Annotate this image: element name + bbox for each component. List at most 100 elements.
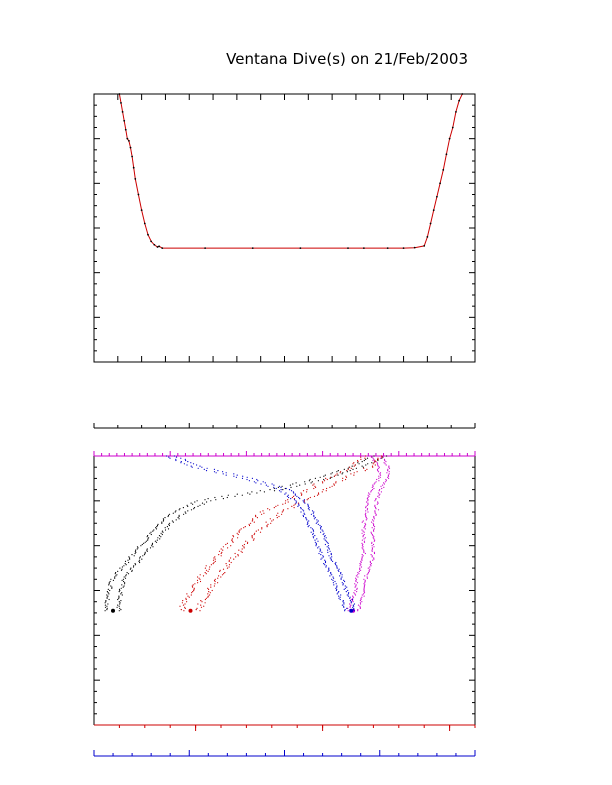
light_transmission-point: [387, 474, 389, 476]
temperature-point: [364, 455, 367, 457]
light_transmission-point: [370, 455, 372, 457]
oxygen-point: [277, 486, 279, 488]
oxygen-point: [329, 477, 331, 479]
oxygen-point: [227, 494, 229, 496]
temperature-point: [333, 475, 335, 477]
temperature-point: [243, 543, 245, 546]
light_transmission-point: [359, 567, 361, 569]
light_transmission-point: [383, 483, 385, 485]
salinity-point: [310, 531, 312, 533]
salinity-point: [347, 589, 349, 592]
light_transmission-point: [355, 580, 357, 583]
temperature-point: [184, 607, 186, 610]
light_transmission-point: [362, 548, 364, 550]
oxygen-point: [361, 465, 363, 467]
light_transmission-point: [371, 542, 373, 545]
salinity-point: [353, 605, 355, 607]
temperature-point: [209, 592, 211, 594]
temperature-point: [272, 519, 274, 521]
oxygen-point: [119, 567, 121, 569]
light_transmission-point: [377, 502, 379, 504]
light_transmission-point: [383, 462, 385, 464]
temperature-point: [271, 520, 273, 522]
light_transmission-point: [377, 492, 379, 494]
temperature-point: [353, 462, 355, 464]
pressure-point: [402, 247, 405, 250]
light_transmission-point: [371, 527, 373, 529]
temperature-point: [255, 514, 257, 517]
salinity-point: [168, 456, 170, 458]
temperature-point: [207, 593, 209, 595]
light_transmission-point: [359, 600, 361, 602]
salinity-point: [331, 578, 333, 580]
light_transmission-point: [365, 507, 367, 509]
salinity-point: [180, 462, 182, 464]
temperature-point: [212, 563, 214, 565]
temperature-point: [199, 578, 201, 580]
light_transmission-point: [367, 500, 369, 502]
light_transmission-point: [364, 528, 366, 530]
temperature-point: [224, 572, 226, 574]
temperature-point: [312, 484, 314, 486]
salinity-point: [307, 526, 309, 528]
salinity-point: [213, 468, 215, 470]
oxygen-point: [162, 518, 164, 520]
salinity-point: [203, 468, 205, 470]
oxygen-point: [203, 503, 205, 505]
light_transmission-point: [366, 508, 369, 510]
light_transmission-point: [385, 464, 387, 466]
pressure-trace: [118, 93, 463, 249]
oxygen-point: [259, 490, 261, 492]
salinity-point: [302, 500, 304, 502]
oxygen-point: [117, 570, 119, 573]
oxygen-point: [123, 585, 125, 587]
light_transmission-point: [361, 554, 363, 556]
light_transmission-point: [388, 467, 391, 469]
light_transmission-point: [377, 509, 380, 511]
light_transmission-point: [360, 560, 362, 563]
light_transmission-point: [365, 523, 367, 526]
salinity-point: [338, 570, 340, 573]
pressure-point: [439, 182, 441, 185]
salinity-point: [341, 576, 343, 578]
temperature-point: [307, 498, 309, 500]
light_transmission-point: [371, 547, 373, 549]
salinity-point: [246, 478, 248, 481]
temperature-point: [252, 519, 254, 521]
oxygen-point: [124, 583, 126, 585]
salinity-point: [314, 535, 316, 537]
oxygen-point: [187, 505, 189, 507]
temperature-point: [374, 464, 376, 466]
salinity-point: [225, 474, 227, 476]
temperature-point: [302, 490, 305, 492]
oxygen-point: [281, 485, 283, 487]
salinity-point: [337, 569, 339, 571]
salinity-point: [260, 483, 262, 485]
oxygen-point: [317, 480, 319, 482]
light_transmission-point: [374, 482, 376, 484]
oxygen-point: [121, 592, 123, 594]
temperature-point: [225, 563, 227, 565]
temperature-point: [186, 593, 188, 595]
salinity-point: [325, 565, 327, 567]
oxygen-point: [118, 588, 121, 591]
temperature-point: [375, 461, 377, 463]
temperature-point: [231, 538, 233, 540]
oxygen-point: [124, 563, 126, 565]
light_transmission-point: [350, 598, 352, 601]
light_transmission-point: [384, 481, 386, 483]
temperature-point: [244, 526, 246, 528]
oxygen-point: [185, 512, 187, 514]
light_transmission-point: [375, 514, 377, 517]
temperature-point: [357, 459, 359, 462]
light_transmission-point: [359, 606, 361, 608]
temperature-point: [214, 583, 216, 585]
oxygen-point: [161, 521, 163, 523]
salinity-point: [320, 554, 322, 556]
oxygen-point: [168, 513, 171, 515]
salinity-point: [236, 474, 238, 476]
salinity-point: [280, 486, 282, 488]
oxygen-point: [190, 502, 192, 504]
light_transmission-point: [363, 587, 365, 589]
temperature-point: [329, 486, 331, 488]
